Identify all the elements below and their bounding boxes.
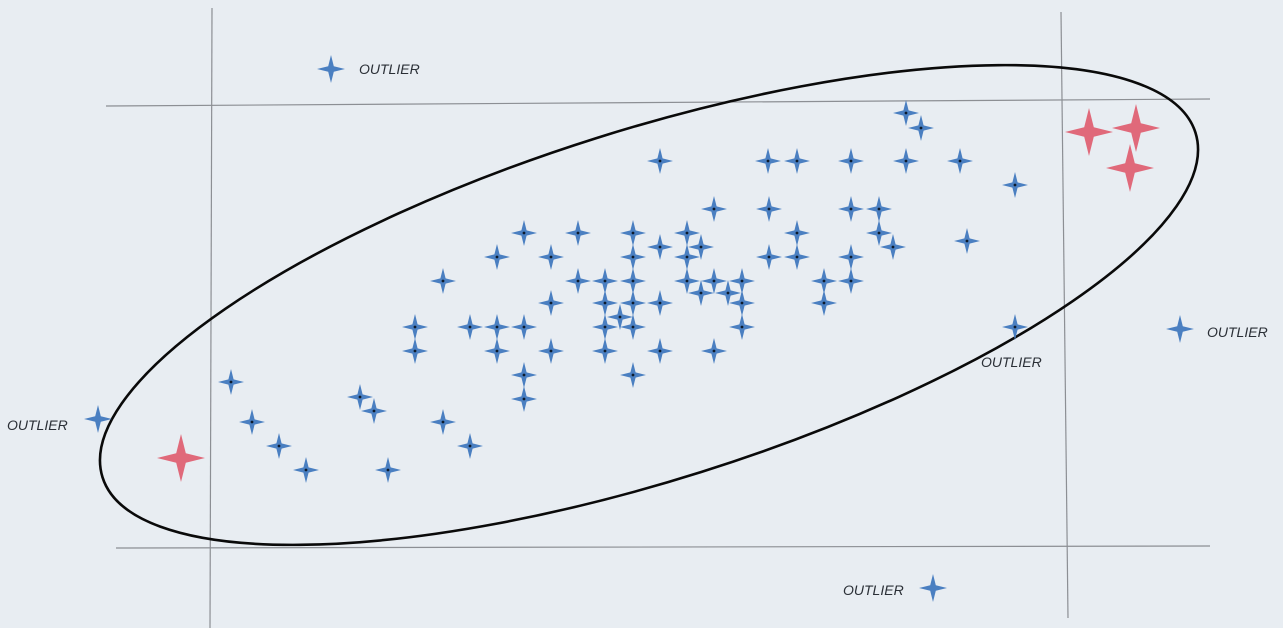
inlier-point: [592, 338, 618, 364]
inlier-point: [729, 290, 755, 316]
inlier-point: [866, 196, 892, 222]
outlier-point: [1166, 315, 1194, 343]
inlier-point: [756, 244, 782, 270]
inlier-point: [838, 196, 864, 222]
inlier-point: [565, 220, 591, 246]
inlier-point: [701, 338, 727, 364]
inlier-point: [620, 244, 646, 270]
inlier-point: [457, 433, 483, 459]
inlier-point: [1002, 314, 1028, 340]
inlier-point: [811, 290, 837, 316]
inlier-point: [784, 244, 810, 270]
inlier-point: [838, 244, 864, 270]
inlier-point: [811, 268, 837, 294]
inlier-point: [674, 220, 700, 246]
inlier-point: [784, 220, 810, 246]
inlier-point: [592, 268, 618, 294]
outlier-label-top-left: OUTLIER: [359, 61, 420, 77]
inlier-point: [701, 196, 727, 222]
extreme-point: [157, 434, 205, 482]
inlier-point: [880, 234, 906, 260]
inlier-point: [361, 398, 387, 424]
inlier-point: [647, 234, 673, 260]
extreme-point: [1106, 144, 1154, 192]
outlier-label-left: OUTLIER: [7, 417, 68, 433]
inlier-point: [647, 290, 673, 316]
inlier-point: [893, 100, 919, 126]
inlier-point: [715, 280, 741, 306]
inlier-point: [729, 314, 755, 340]
boundary-lines: [105, 7, 1211, 628]
inlier-point: [620, 268, 646, 294]
inlier-point: [674, 268, 700, 294]
outlier-points: [84, 55, 1194, 602]
extreme-points: [157, 104, 1160, 482]
inlier-point: [729, 268, 755, 294]
outlier-label-inside-right: OUTLIER: [981, 354, 1042, 370]
inlier-point: [647, 338, 673, 364]
inlier-point: [620, 314, 646, 340]
inlier-point: [1002, 172, 1028, 198]
inlier-point: [266, 433, 292, 459]
inlier-point: [756, 196, 782, 222]
outlier-label-bottom: OUTLIER: [843, 582, 904, 598]
inlier-point: [218, 369, 244, 395]
outlier-point: [317, 55, 345, 83]
inlier-point: [457, 314, 483, 340]
inlier-point: [347, 384, 373, 410]
extreme-point: [1112, 104, 1160, 152]
inlier-point: [701, 268, 727, 294]
inlier-point: [402, 314, 428, 340]
inlier-point: [947, 148, 973, 174]
outlier-point: [84, 405, 112, 433]
inlier-point: [784, 148, 810, 174]
inlier-point: [511, 362, 537, 388]
inlier-point: [674, 244, 700, 270]
inlier-point: [375, 457, 401, 483]
inlier-point: [620, 362, 646, 388]
inlier-point: [607, 304, 633, 330]
inlier-point: [511, 386, 537, 412]
inlier-point: [538, 290, 564, 316]
inlier-point: [838, 268, 864, 294]
inlier-point: [592, 314, 618, 340]
inlier-point: [592, 290, 618, 316]
inlier-point: [293, 457, 319, 483]
inlier-point: [430, 268, 456, 294]
inlier-point: [430, 409, 456, 435]
inlier-point: [866, 220, 892, 246]
extreme-point: [1065, 108, 1113, 156]
inlier-point: [565, 268, 591, 294]
outlier-label-right: OUTLIER: [1207, 324, 1268, 340]
confidence-ellipse: [98, 63, 1200, 547]
inlier-point: [484, 314, 510, 340]
inlier-point: [893, 148, 919, 174]
boundary-bottom-line: [115, 545, 1211, 549]
outlier-point: [919, 574, 947, 602]
inlier-point: [620, 290, 646, 316]
inlier-point: [620, 220, 646, 246]
inlier-point: [511, 314, 537, 340]
inlier-point: [908, 115, 934, 141]
inlier-point: [538, 244, 564, 270]
inlier-point: [755, 148, 781, 174]
inlier-point: [484, 244, 510, 270]
inlier-point: [838, 148, 864, 174]
inlier-point: [954, 228, 980, 254]
inlier-point: [688, 234, 714, 260]
inlier-point: [402, 338, 428, 364]
inlier-point: [538, 338, 564, 364]
inlier-points: [218, 100, 1028, 483]
inlier-point: [688, 280, 714, 306]
inlier-point: [647, 148, 673, 174]
boundary-right-line: [1060, 11, 1069, 619]
inlier-point: [239, 409, 265, 435]
inlier-point: [511, 220, 537, 246]
inlier-point: [484, 338, 510, 364]
boundary-top-line: [105, 98, 1211, 107]
